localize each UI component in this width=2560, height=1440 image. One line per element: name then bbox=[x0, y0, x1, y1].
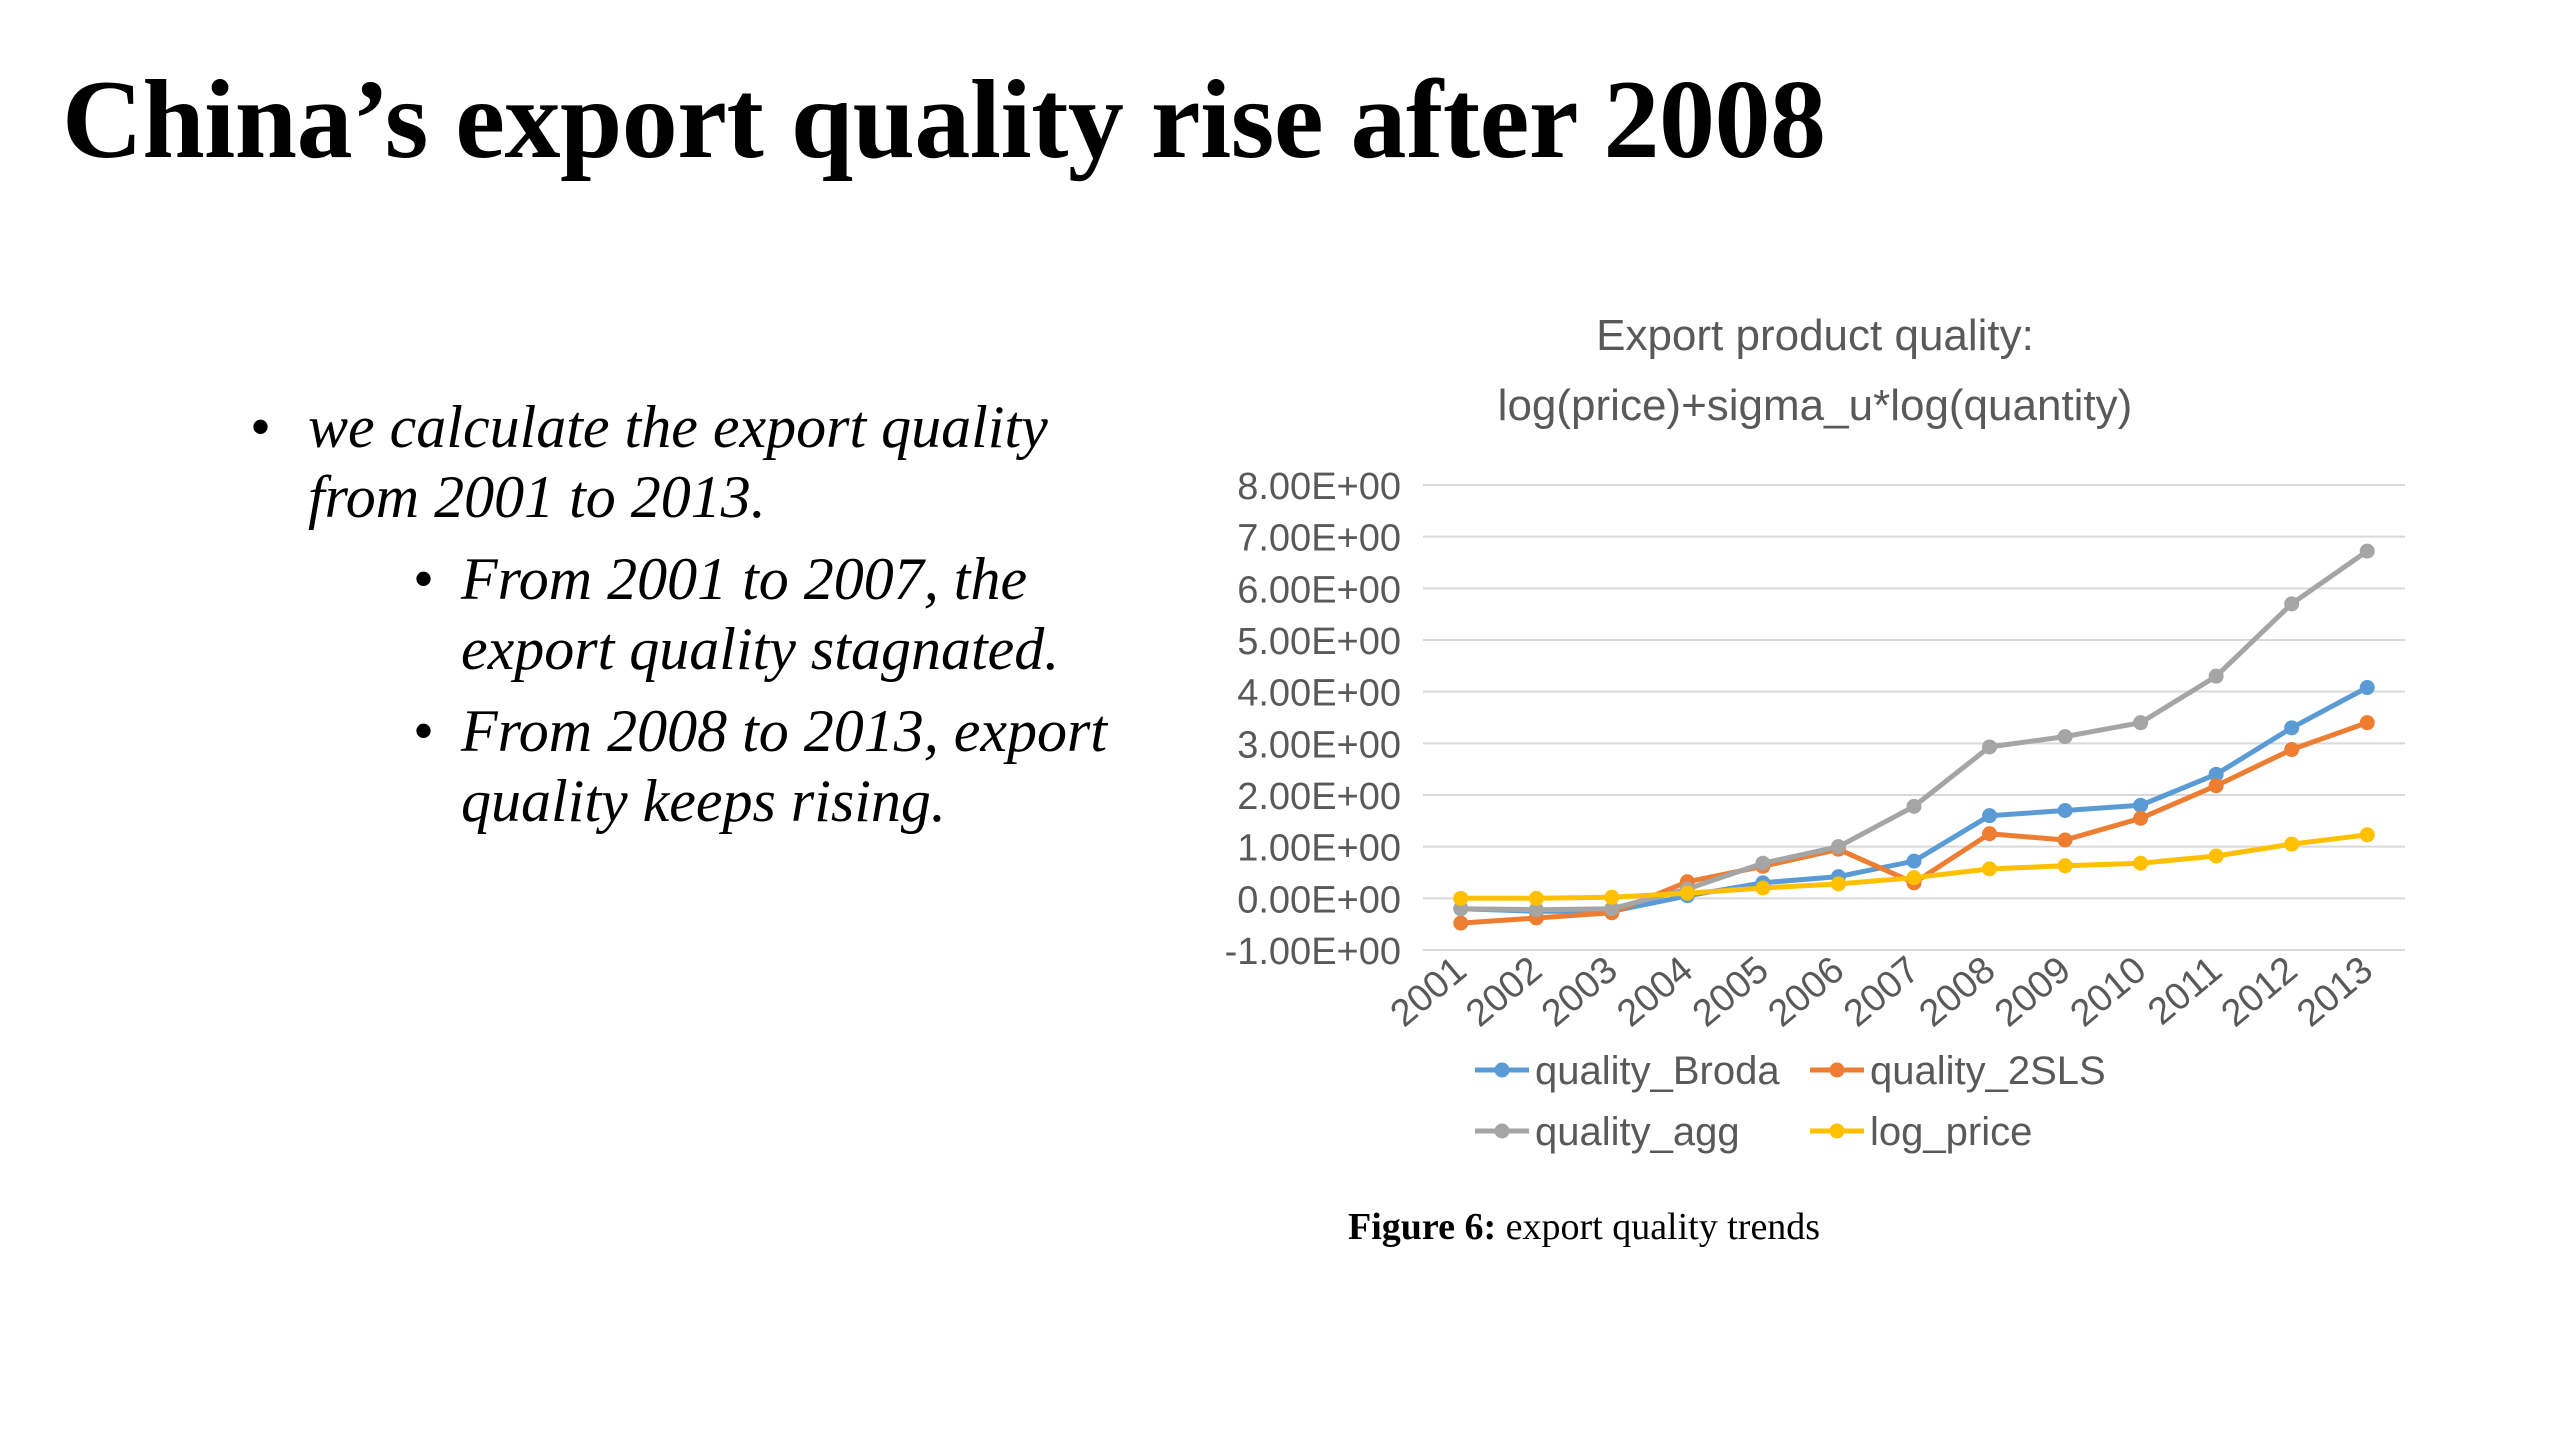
x-tick-label: 2013 bbox=[2289, 949, 2381, 1036]
data-point bbox=[2057, 729, 2073, 745]
data-point bbox=[1679, 885, 1695, 901]
bullet-dot-icon: • bbox=[250, 394, 272, 460]
legend-item: quality_Broda bbox=[1475, 1049, 1780, 1093]
legend-marker bbox=[1494, 1123, 1510, 1139]
figure-caption: Figure 6: export quality trends bbox=[1348, 1205, 1820, 1249]
data-point bbox=[1453, 890, 1469, 906]
x-tick-label: 2002 bbox=[1458, 949, 1550, 1036]
data-point bbox=[1755, 880, 1771, 896]
data-point bbox=[2133, 797, 2149, 813]
data-point bbox=[1982, 826, 1998, 842]
y-tick-label: 6.00E+00 bbox=[1237, 569, 1401, 611]
legend-item: quality_2SLS bbox=[1810, 1049, 2106, 1093]
series-log_price bbox=[1453, 827, 2375, 906]
x-tick-label: 2009 bbox=[1987, 949, 2079, 1036]
x-tick-label: 2005 bbox=[1685, 949, 1777, 1036]
x-tick-label: 2008 bbox=[1912, 949, 2004, 1036]
data-point bbox=[2208, 848, 2224, 864]
x-tick-label: 2006 bbox=[1760, 949, 1852, 1036]
data-point bbox=[1604, 901, 1620, 917]
sub-bullet-text: From 2008 to 2013, export quality keeps … bbox=[461, 698, 1108, 834]
series bbox=[1453, 543, 2375, 931]
y-tick-label: 4.00E+00 bbox=[1237, 673, 1401, 715]
sub-bullet-item: • From 2008 to 2013, export quality keep… bbox=[308, 696, 1110, 836]
data-point bbox=[1982, 861, 1998, 877]
data-point bbox=[2208, 778, 2224, 794]
data-point bbox=[2133, 715, 2149, 731]
data-point bbox=[2284, 596, 2300, 612]
data-point bbox=[1453, 915, 1469, 931]
data-point bbox=[2359, 715, 2375, 731]
data-point bbox=[2208, 766, 2224, 782]
bullet-list: • we calculate the export quality from 2… bbox=[250, 392, 1110, 848]
y-tick-label: -1.00E+00 bbox=[1225, 931, 1401, 973]
x-tick-label: 2004 bbox=[1609, 949, 1701, 1036]
bullet-text: we calculate the export quality from 200… bbox=[308, 394, 1048, 530]
legend-label: quality_agg bbox=[1535, 1110, 1740, 1154]
data-point bbox=[1604, 889, 1620, 905]
y-tick-label: 8.00E+00 bbox=[1237, 466, 1401, 508]
data-point bbox=[1982, 739, 1998, 755]
x-tick-label: 2010 bbox=[2063, 949, 2155, 1036]
data-point bbox=[1830, 839, 1846, 855]
y-tick-label: 7.00E+00 bbox=[1237, 518, 1401, 560]
legend: quality_Broda quality_2SLS quality_agg log_… bbox=[1475, 1049, 2106, 1154]
chart: Export product quality: log(price)+sigma… bbox=[1140, 300, 2480, 1180]
data-point bbox=[2359, 680, 2375, 696]
bullet-dot-icon: • bbox=[413, 546, 435, 612]
y-tick-label: 2.00E+00 bbox=[1237, 776, 1401, 818]
chart-title: Export product quality: bbox=[1596, 311, 2034, 360]
data-point bbox=[1906, 798, 1922, 814]
data-point bbox=[1906, 870, 1922, 886]
data-point bbox=[1453, 901, 1469, 917]
data-point bbox=[2133, 810, 2149, 826]
legend-marker bbox=[1829, 1123, 1845, 1139]
y-tick-label: 0.00E+00 bbox=[1237, 879, 1401, 921]
data-point bbox=[1830, 876, 1846, 892]
data-point bbox=[1528, 902, 1544, 918]
data-point bbox=[2208, 668, 2224, 684]
chart-subtitle: log(price)+sigma_u*log(quantity) bbox=[1498, 381, 2133, 430]
data-point bbox=[2284, 836, 2300, 852]
legend-item: log_price bbox=[1810, 1110, 2032, 1154]
data-point bbox=[2359, 543, 2375, 559]
x-axis: 2001200220032004200520062007200820092010… bbox=[1383, 949, 2381, 1036]
x-tick-label: 2011 bbox=[2140, 949, 2230, 1034]
data-point bbox=[1906, 853, 1922, 869]
y-tick-label: 5.00E+00 bbox=[1237, 621, 1401, 663]
line-chart: Export product quality: log(price)+sigma… bbox=[1225, 311, 2405, 1154]
series-line bbox=[1458, 720, 2370, 926]
data-point bbox=[1982, 808, 1998, 824]
data-point bbox=[2359, 827, 2375, 843]
data-point bbox=[2057, 803, 2073, 818]
data-point bbox=[2133, 855, 2149, 871]
bullet-dot-icon: • bbox=[413, 698, 435, 764]
legend-marker bbox=[1494, 1062, 1510, 1078]
data-point bbox=[2284, 720, 2300, 736]
x-tick-label: 2012 bbox=[2214, 949, 2306, 1036]
y-axis: -1.00E+00 0.00E+00 1.00E+00 2.00E+00 3.00E+0… bbox=[1225, 466, 1401, 973]
y-tick-label: 3.00E+00 bbox=[1237, 724, 1401, 766]
legend-label: quality_Broda bbox=[1535, 1049, 1780, 1093]
slide-title: China’s export quality rise after 2008 bbox=[62, 58, 1826, 182]
sub-bullet-text: From 2001 to 2007, the export quality st… bbox=[461, 546, 1060, 682]
legend-marker bbox=[1829, 1062, 1845, 1078]
caption-text: export quality trends bbox=[1496, 1206, 1821, 1248]
legend-item: quality_agg bbox=[1475, 1110, 1740, 1154]
legend-label: log_price bbox=[1870, 1110, 2032, 1154]
data-point bbox=[1528, 890, 1544, 906]
x-tick-label: 2003 bbox=[1534, 949, 1626, 1036]
series-quality_agg bbox=[1453, 543, 2375, 918]
data-point bbox=[2284, 742, 2300, 758]
legend-label: quality_2SLS bbox=[1870, 1049, 2106, 1093]
data-point bbox=[2057, 832, 2073, 848]
data-point bbox=[1755, 855, 1771, 871]
bullet-item: • we calculate the export quality from 2… bbox=[250, 392, 1110, 836]
data-point bbox=[2057, 858, 2073, 874]
caption-label: Figure 6: bbox=[1348, 1206, 1497, 1248]
y-tick-label: 1.00E+00 bbox=[1237, 828, 1401, 870]
sub-bullet-item: • From 2001 to 2007, the export quality … bbox=[308, 544, 1110, 684]
x-tick-label: 2007 bbox=[1836, 949, 1928, 1036]
